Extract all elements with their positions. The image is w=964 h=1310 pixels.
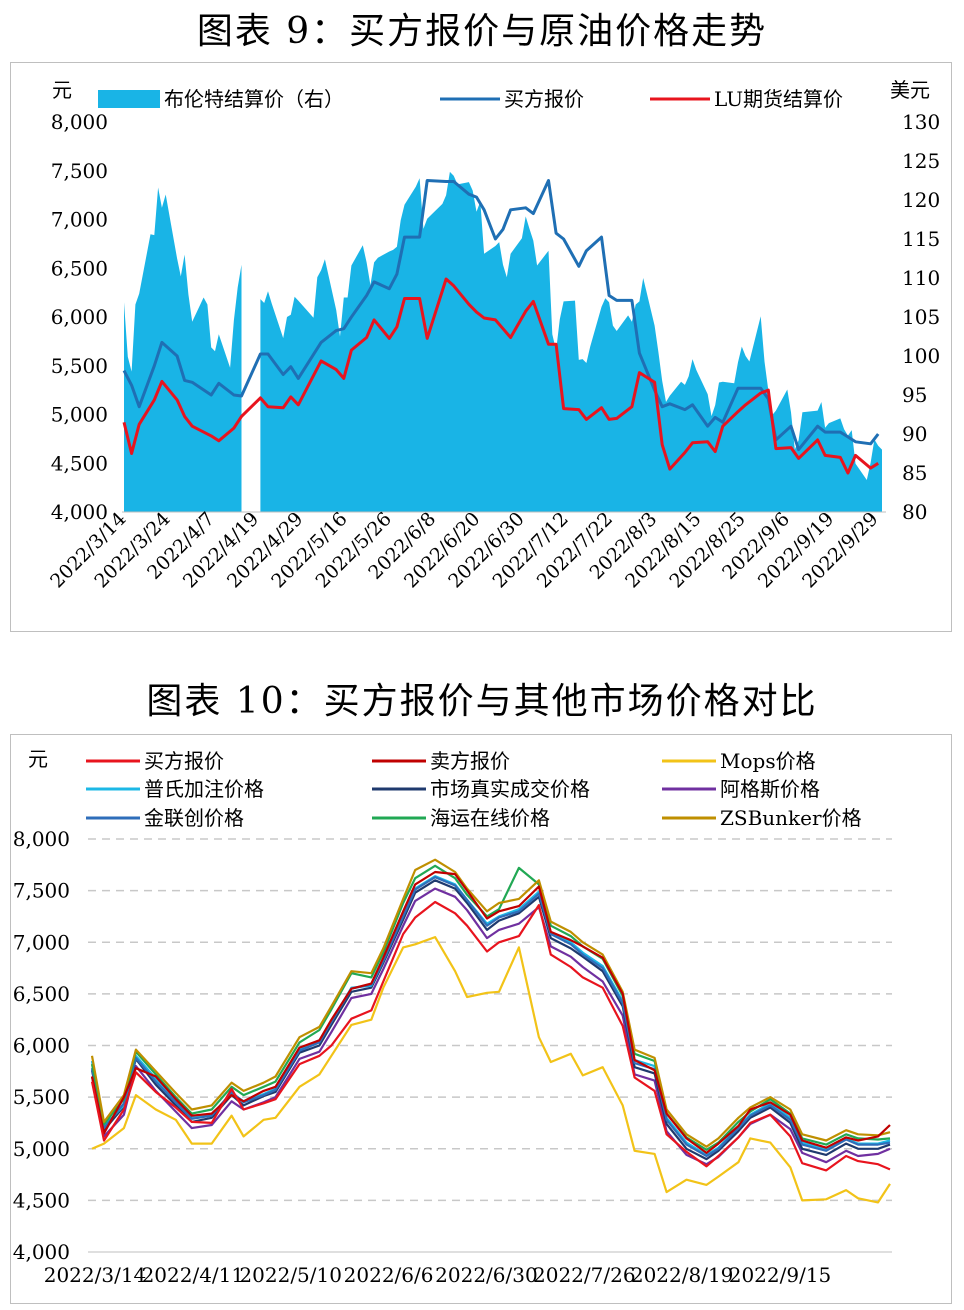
x-tick-label: 2022/8/19 bbox=[631, 1263, 734, 1287]
x-axis-ticks: 2022/3/142022/3/242022/4/72022/4/192022/… bbox=[46, 508, 882, 592]
lu-futures-line bbox=[122, 277, 880, 475]
brent-area-group bbox=[124, 171, 882, 512]
x-tick-label: 2022/9/15 bbox=[729, 1263, 832, 1287]
legend-label: 卖方报价 bbox=[430, 749, 510, 773]
line-series-7 bbox=[90, 864, 891, 1151]
right-y-tick-label: 130 bbox=[902, 110, 940, 134]
x-tick-label: 2022/5/10 bbox=[239, 1263, 342, 1287]
legend-label: 普氏加注价格 bbox=[144, 777, 264, 801]
left-y-tick-label: 5,500 bbox=[51, 354, 108, 378]
left-y-tick-label: 7,500 bbox=[51, 159, 108, 183]
left-y-tick-label: 5,000 bbox=[51, 403, 108, 427]
legend-item-series-2: Mops价格 bbox=[662, 749, 816, 773]
right-y-tick-label: 95 bbox=[902, 383, 927, 407]
left-y-tick-label: 7,000 bbox=[51, 208, 108, 232]
legend-label-buyer: 买方报价 bbox=[504, 87, 584, 111]
right-y-tick-label: 125 bbox=[902, 149, 940, 173]
chart-frame-compare bbox=[10, 734, 952, 1304]
left-y-tick-label: 4,500 bbox=[51, 451, 108, 475]
legend-item-series-1: 卖方报价 bbox=[372, 749, 510, 773]
line-series-0 bbox=[90, 900, 891, 1172]
right-y-tick-label: 120 bbox=[902, 188, 940, 212]
legend-item-lu: LU期货结算价 bbox=[650, 87, 843, 111]
line-series-2 bbox=[91, 936, 891, 1204]
y-tick-label: 7,500 bbox=[13, 879, 70, 903]
right-y-tick-label: 115 bbox=[902, 227, 940, 251]
y-tick-label: 7,000 bbox=[13, 930, 70, 954]
legend-label: ZSBunker价格 bbox=[720, 806, 862, 830]
right-y-axis-ticks: 130 125 120 115 110 105 100 95 90 85 80 bbox=[902, 110, 940, 524]
left-y-tick-label: 6,500 bbox=[51, 256, 108, 280]
legend-label-brent: 布伦特结算价（右） bbox=[164, 87, 344, 111]
price-comparison-chart: 元 8,000 7,500 7,000 6,500 6,000 5,500 5,000 4,5… bbox=[13, 747, 892, 1287]
legend-label: 阿格斯价格 bbox=[720, 777, 820, 801]
legend-item-series-4: 市场真实成交价格 bbox=[372, 777, 590, 801]
y-tick-label: 5,500 bbox=[13, 1085, 70, 1109]
y-tick-label: 6,500 bbox=[13, 982, 70, 1006]
x-tick-label: 2022/4/11 bbox=[142, 1263, 245, 1287]
right-y-tick-label: 110 bbox=[902, 266, 940, 290]
line-series-8 bbox=[90, 858, 891, 1148]
legend-label: 买方报价 bbox=[144, 749, 224, 773]
brent-area-segment-0 bbox=[124, 187, 242, 512]
x-tick-label: 2022/7/26 bbox=[533, 1263, 636, 1287]
brent-area-segment-1 bbox=[260, 171, 882, 512]
right-axis-unit: 美元 bbox=[890, 78, 930, 102]
x-tick-label: 2022/6/6 bbox=[344, 1263, 434, 1287]
brent-buyer-quote-chart: 元 美元 8,000 7,500 7,000 6,500 6,000 5,500 5,000… bbox=[46, 78, 940, 592]
x-tick-label: 2022/3/14 bbox=[44, 1263, 147, 1287]
legend: 布伦特结算价（右） 买方报价 LU期货结算价 bbox=[98, 87, 843, 111]
right-y-tick-label: 105 bbox=[902, 305, 940, 329]
y-tick-label: 4,000 bbox=[13, 1240, 70, 1264]
y-axis-unit: 元 bbox=[28, 747, 48, 771]
right-y-tick-label: 100 bbox=[902, 344, 940, 368]
legend-item-series-7: 海运在线价格 bbox=[372, 806, 550, 830]
right-y-tick-label: 90 bbox=[902, 422, 927, 446]
legend-item-series-5: 阿格斯价格 bbox=[662, 777, 820, 801]
y-tick-label: 8,000 bbox=[13, 827, 70, 851]
legend-item-series-8: ZSBunker价格 bbox=[662, 806, 862, 830]
line-series-group bbox=[90, 858, 891, 1204]
gridlines bbox=[88, 838, 892, 1253]
left-y-axis-ticks: 8,000 7,500 7,000 6,500 6,000 5,500 5,000 4,500… bbox=[51, 110, 108, 524]
legend-item-brent: 布伦特结算价（右） bbox=[98, 87, 344, 111]
legend-item-series-6: 金联创价格 bbox=[86, 806, 244, 830]
buyer-quote-line bbox=[122, 179, 880, 452]
figure-10-title: 图表 10：买方报价与其他市场价格对比 bbox=[146, 681, 818, 722]
legend-label: 海运在线价格 bbox=[430, 806, 550, 830]
legend-item-buyer: 买方报价 bbox=[440, 87, 584, 111]
legend-label: 市场真实成交价格 bbox=[430, 777, 590, 801]
legend-label: 金联创价格 bbox=[144, 806, 244, 830]
line-series-1 bbox=[90, 870, 891, 1154]
y-tick-label: 4,500 bbox=[13, 1188, 70, 1212]
legend-item-series-0: 买方报价 bbox=[86, 749, 224, 773]
left-axis-unit: 元 bbox=[52, 78, 72, 102]
y-tick-label: 5,000 bbox=[13, 1137, 70, 1161]
figure-9-title: 图表 9：买方报价与原油价格走势 bbox=[196, 11, 768, 52]
right-y-tick-label: 85 bbox=[902, 461, 927, 485]
left-y-tick-label: 4,000 bbox=[51, 500, 108, 524]
right-y-tick-label: 80 bbox=[902, 500, 927, 524]
legend-label-lu: LU期货结算价 bbox=[714, 87, 843, 111]
y-tick-label: 6,000 bbox=[13, 1034, 70, 1058]
line-series-group bbox=[122, 179, 880, 475]
left-y-tick-label: 6,000 bbox=[51, 305, 108, 329]
y-axis-ticks: 8,000 7,500 7,000 6,500 6,000 5,500 5,000 4,500… bbox=[13, 827, 70, 1264]
left-y-tick-label: 8,000 bbox=[51, 110, 108, 134]
legend-item-series-3: 普氏加注价格 bbox=[86, 777, 264, 801]
legend-label: Mops价格 bbox=[720, 749, 816, 773]
x-tick-label: 2022/6/30 bbox=[435, 1263, 538, 1287]
